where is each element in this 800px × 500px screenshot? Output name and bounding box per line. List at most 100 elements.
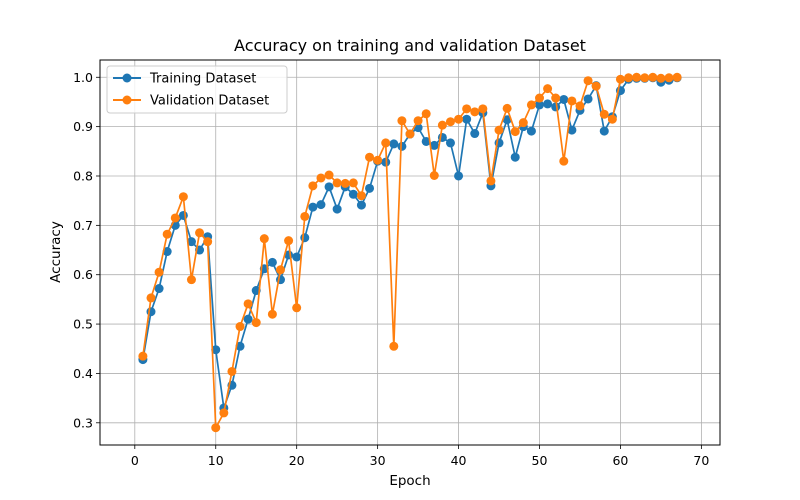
data-point-validation-dataset (178, 192, 188, 202)
data-point-training-dataset (389, 139, 399, 149)
data-point-validation-dataset (656, 73, 666, 83)
data-point-training-dataset (454, 171, 464, 181)
data-point-validation-dataset (259, 234, 269, 244)
data-point-training-dataset (356, 200, 366, 210)
data-point-training-dataset (292, 252, 302, 262)
data-point-validation-dataset (429, 171, 439, 180)
data-point-training-dataset (397, 141, 407, 151)
data-point-validation-dataset (170, 213, 180, 223)
data-point-validation-dataset (567, 96, 577, 106)
data-point-training-dataset (535, 100, 545, 110)
data-point-validation-dataset (575, 101, 585, 111)
data-point-training-dataset (510, 152, 520, 162)
y-tick-label: 0.3 (73, 415, 93, 430)
data-point-validation-dataset (251, 318, 261, 328)
chart-title: Accuracy on training and validation Data… (234, 36, 586, 55)
data-point-validation-dataset (445, 117, 455, 127)
x-tick-label: 0 (131, 453, 139, 468)
data-point-validation-dataset (494, 125, 504, 135)
data-point-training-dataset (559, 94, 569, 104)
data-point-validation-dataset (664, 73, 674, 83)
legend-marker-training (122, 73, 132, 83)
data-point-training-dataset (235, 341, 245, 351)
y-tick-label: 0.5 (73, 317, 93, 332)
data-point-validation-dataset (624, 73, 634, 83)
data-point-validation-dataset (235, 322, 245, 332)
data-point-validation-dataset (551, 93, 561, 103)
data-point-validation-dataset (162, 229, 172, 239)
data-point-validation-dataset (535, 93, 545, 103)
data-point-training-dataset (154, 284, 164, 294)
data-point-validation-dataset (340, 178, 350, 188)
data-point-validation-dataset (146, 293, 156, 303)
data-point-validation-dataset (219, 408, 229, 418)
data-point-training-dataset (186, 237, 196, 247)
data-point-validation-dataset (300, 211, 310, 221)
x-tick-label: 60 (612, 453, 628, 468)
data-point-training-dataset (429, 140, 439, 150)
data-point-training-dataset (162, 247, 172, 257)
data-point-validation-dataset (284, 236, 294, 246)
data-point-validation-dataset (332, 178, 342, 188)
y-tick-label: 0.4 (73, 366, 93, 381)
data-point-validation-dataset (186, 275, 196, 285)
data-point-validation-dataset (543, 84, 553, 94)
data-point-validation-dataset (397, 116, 407, 126)
data-point-validation-dataset (316, 173, 326, 183)
x-axis-title: Epoch (389, 473, 430, 489)
data-point-validation-dataset (599, 109, 609, 119)
series-layer (138, 72, 682, 433)
data-point-validation-dataset (583, 76, 593, 86)
axis-ticks: 0 10 20 30 40 50 60 70 0.3 0.4 0.5 0.6 0.7 0.8 0.9 1.0 (73, 70, 709, 468)
data-point-validation-dataset (211, 423, 221, 433)
data-point-validation-dataset (632, 72, 642, 82)
data-point-training-dataset (445, 138, 455, 148)
data-point-validation-dataset (437, 120, 447, 130)
data-point-validation-dataset (470, 107, 480, 117)
data-point-training-dataset (421, 136, 431, 146)
data-point-training-dataset (267, 257, 277, 267)
data-point-validation-dataset (462, 104, 472, 114)
data-point-training-dataset (470, 129, 480, 139)
data-point-training-dataset (583, 94, 593, 104)
data-point-validation-dataset (478, 104, 488, 114)
data-point-validation-dataset (486, 176, 496, 186)
legend-label-training: Training Dataset (149, 72, 256, 87)
series-validation-dataset (138, 72, 682, 433)
data-point-training-dataset (365, 183, 375, 193)
data-point-validation-dataset (154, 267, 164, 277)
data-point-validation-dataset (356, 191, 366, 201)
data-point-validation-dataset (373, 155, 383, 165)
data-point-validation-dataset (405, 129, 415, 139)
data-point-training-dataset (178, 210, 188, 220)
data-point-validation-dataset (389, 341, 399, 351)
data-point-validation-dataset (648, 72, 658, 82)
data-point-training-dataset (243, 314, 253, 324)
data-point-training-dataset (599, 126, 609, 136)
data-point-training-dataset (502, 115, 512, 125)
data-point-validation-dataset (502, 103, 512, 113)
y-tick-label: 1.0 (73, 70, 93, 85)
data-point-validation-dataset (518, 118, 528, 128)
data-point-validation-dataset (607, 114, 617, 124)
data-point-validation-dataset (672, 72, 682, 82)
data-point-validation-dataset (227, 366, 237, 376)
data-point-validation-dataset (591, 81, 601, 91)
data-point-validation-dataset (640, 73, 650, 83)
data-point-training-dataset (324, 182, 334, 192)
data-point-validation-dataset (413, 116, 423, 126)
grid-lines (100, 60, 720, 445)
data-point-training-dataset (211, 345, 221, 355)
data-point-training-dataset (332, 204, 342, 214)
x-tick-label: 10 (208, 453, 224, 468)
data-point-validation-dataset (421, 109, 431, 119)
legend: Training Dataset Validation Dataset (106, 65, 288, 114)
data-point-validation-dataset (195, 228, 205, 238)
y-tick-label: 0.8 (73, 168, 93, 183)
data-point-training-dataset (567, 125, 577, 135)
legend-label-validation: Validation Dataset (150, 94, 269, 109)
data-point-validation-dataset (348, 178, 358, 188)
data-point-training-dataset (316, 200, 326, 210)
